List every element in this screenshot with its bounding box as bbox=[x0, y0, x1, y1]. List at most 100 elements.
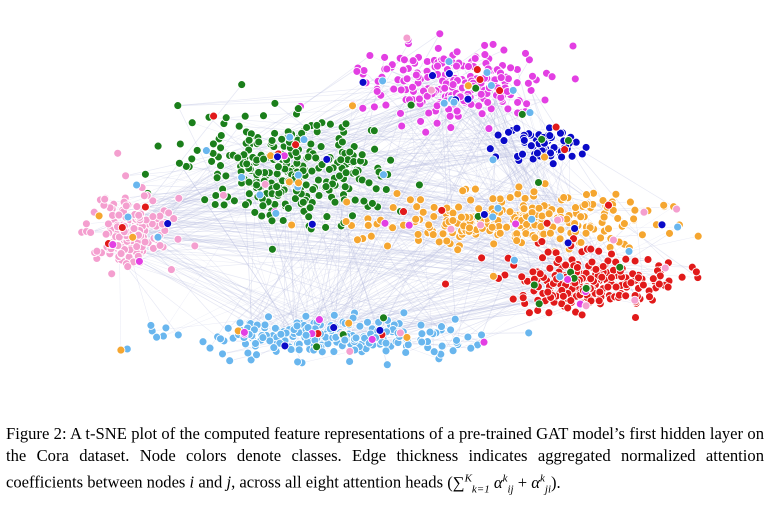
node-point bbox=[428, 71, 437, 81]
node-point bbox=[291, 140, 301, 150]
node-point bbox=[287, 220, 297, 230]
attention-sum-formula: (∑Kk=1 αkij + αkji). bbox=[447, 472, 561, 495]
attention-edge bbox=[346, 201, 570, 281]
node-point bbox=[321, 222, 331, 232]
node-point bbox=[586, 244, 596, 254]
node-point bbox=[425, 327, 435, 337]
attention-edge bbox=[159, 215, 539, 244]
attention-edge bbox=[372, 241, 440, 340]
node-point bbox=[369, 126, 379, 136]
node-point bbox=[545, 131, 555, 141]
attention-edge bbox=[144, 230, 568, 309]
node-point bbox=[442, 236, 452, 246]
caption-text-part-1: A t-SNE plot of the computed feature rep… bbox=[6, 424, 764, 492]
node-point bbox=[353, 235, 362, 245]
node-point bbox=[559, 193, 569, 202]
node-point bbox=[416, 195, 425, 205]
node-point bbox=[116, 345, 126, 355]
attention-edge bbox=[133, 261, 290, 330]
node-point bbox=[174, 158, 184, 168]
node-point bbox=[344, 318, 354, 328]
node-point bbox=[480, 40, 490, 50]
formula-sum-lower: k=1 bbox=[471, 482, 490, 495]
figure-label: Figure 2: bbox=[6, 424, 67, 443]
node-point bbox=[483, 97, 493, 107]
attention-edge bbox=[209, 68, 386, 349]
attention-edge bbox=[147, 195, 627, 288]
attention-edge bbox=[240, 97, 502, 331]
node-point bbox=[599, 212, 609, 222]
node-point bbox=[234, 121, 244, 131]
node-point bbox=[314, 315, 324, 325]
node-point bbox=[450, 314, 460, 324]
node-point bbox=[446, 224, 456, 234]
node-point bbox=[630, 256, 640, 266]
node-point bbox=[477, 330, 486, 340]
node-point bbox=[337, 137, 347, 147]
node-point bbox=[381, 346, 391, 356]
node-point bbox=[316, 142, 326, 152]
formula-alpha-1-sub: ij bbox=[507, 482, 514, 495]
formula-alpha-2: α bbox=[531, 472, 541, 492]
attention-edge bbox=[216, 146, 322, 179]
attention-edge bbox=[334, 223, 516, 316]
attention-edge bbox=[395, 147, 555, 342]
node-point bbox=[555, 234, 565, 244]
node-point bbox=[134, 210, 144, 220]
node-point bbox=[528, 267, 538, 277]
node-point bbox=[563, 303, 573, 313]
attention-edge bbox=[439, 102, 521, 226]
attention-edge bbox=[305, 315, 354, 319]
node-point bbox=[619, 219, 629, 229]
node-point bbox=[411, 214, 421, 224]
node-point bbox=[630, 205, 640, 215]
node-point bbox=[486, 81, 496, 90]
node-point bbox=[452, 335, 461, 345]
node-point bbox=[466, 343, 476, 353]
node-point bbox=[340, 182, 350, 192]
node-point bbox=[529, 187, 539, 197]
node-point bbox=[340, 335, 350, 345]
node-point bbox=[570, 74, 580, 84]
node-point bbox=[527, 214, 537, 224]
node-point bbox=[207, 156, 217, 166]
node-point bbox=[487, 222, 497, 232]
node-point bbox=[503, 104, 513, 114]
node-point bbox=[629, 214, 639, 224]
node-point bbox=[489, 239, 499, 249]
node-point bbox=[558, 291, 568, 301]
attention-edge bbox=[409, 99, 435, 352]
attention-edge bbox=[228, 225, 531, 329]
node-point bbox=[329, 323, 339, 333]
node-point bbox=[496, 73, 506, 83]
node-point bbox=[485, 144, 495, 154]
node-point bbox=[479, 337, 489, 347]
attention-edge bbox=[177, 79, 454, 106]
node-point bbox=[548, 159, 558, 169]
node-point bbox=[187, 154, 197, 164]
node-point bbox=[210, 200, 220, 209]
node-point bbox=[103, 219, 113, 229]
attention-edge bbox=[336, 189, 387, 334]
node-point bbox=[251, 339, 260, 348]
node-point bbox=[476, 89, 486, 99]
attention-edge bbox=[499, 90, 579, 265]
node-point bbox=[659, 200, 669, 210]
attention-edge bbox=[331, 219, 561, 332]
node-point bbox=[414, 94, 424, 104]
node-point bbox=[502, 222, 512, 232]
attention-edge bbox=[179, 163, 295, 334]
node-point bbox=[379, 170, 388, 180]
attention-edge bbox=[301, 133, 561, 155]
node-point bbox=[324, 164, 334, 174]
node-point bbox=[581, 301, 591, 311]
node-point bbox=[540, 95, 550, 105]
attention-edge bbox=[152, 283, 554, 332]
attention-edge bbox=[272, 132, 509, 141]
node-point bbox=[544, 308, 554, 318]
attention-edge bbox=[140, 215, 524, 299]
node-point bbox=[209, 111, 219, 121]
node-point bbox=[444, 69, 454, 79]
node-point bbox=[270, 323, 280, 333]
node-point bbox=[389, 84, 399, 94]
